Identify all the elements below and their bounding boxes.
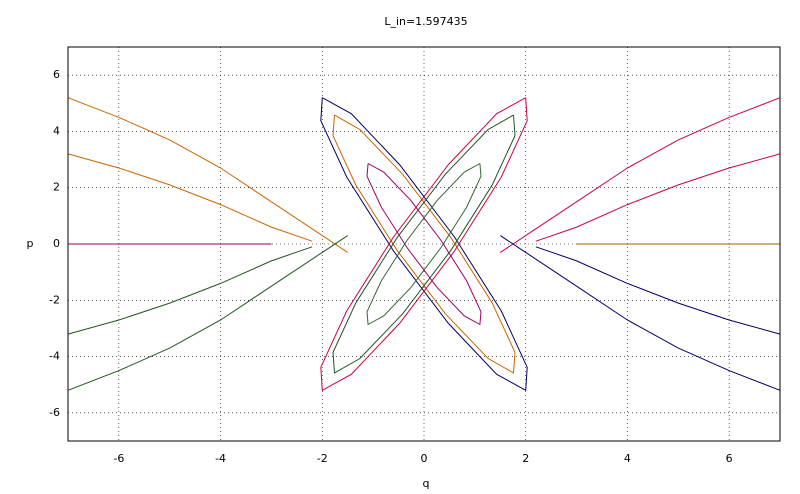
y-tick-label: 2	[53, 181, 60, 194]
x-tick-label: 4	[624, 452, 631, 465]
x-tick-label: -4	[215, 452, 226, 465]
curve	[320, 97, 528, 392]
x-tick-label: 2	[522, 452, 529, 465]
y-tick-label: 4	[53, 124, 60, 137]
curve	[67, 153, 313, 242]
curve	[332, 114, 516, 374]
curve	[500, 97, 781, 253]
curve	[67, 235, 348, 391]
curve	[535, 246, 781, 335]
y-axis-label: p	[27, 237, 34, 250]
curve	[67, 97, 348, 253]
y-tick-label: -6	[49, 406, 60, 419]
curve	[332, 114, 516, 374]
y-tick-label: -4	[49, 350, 60, 363]
x-tick-label: 0	[421, 452, 428, 465]
curve	[366, 163, 482, 326]
x-tick-label: 6	[726, 452, 733, 465]
curve	[366, 163, 482, 326]
chart-title: L_in=1.597435	[384, 15, 467, 28]
x-tick-label: -6	[113, 452, 124, 465]
curve	[320, 97, 528, 392]
y-tick-label: 0	[53, 237, 60, 250]
x-axis-label: q	[423, 477, 430, 490]
curve	[500, 235, 781, 391]
curve	[67, 246, 313, 335]
x-tick-label: -2	[317, 452, 328, 465]
y-tick-label: -2	[49, 293, 60, 306]
y-tick-label: 6	[53, 68, 60, 81]
curve	[535, 153, 781, 242]
plot-frame	[67, 46, 781, 442]
